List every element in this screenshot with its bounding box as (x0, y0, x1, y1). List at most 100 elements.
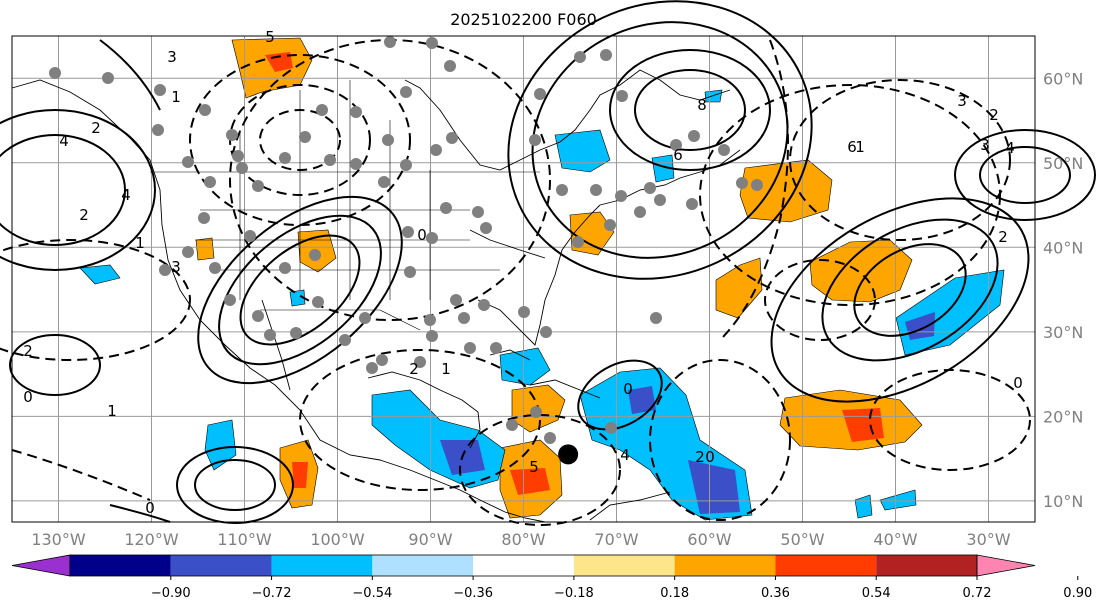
contour-label: 1 (441, 360, 451, 378)
station-dot (654, 194, 666, 206)
station-dot (404, 266, 416, 278)
station-dot (458, 312, 470, 324)
station-dot (199, 104, 211, 116)
station-dot (378, 176, 390, 188)
station-dot (604, 219, 616, 231)
negative-anomaly-patch (879, 489, 917, 511)
positive-anomaly-patch (809, 239, 913, 303)
station-dot (556, 184, 568, 196)
latitude-tick-label: 20°N (1043, 407, 1083, 426)
station-dot (472, 206, 484, 218)
station-dot (226, 129, 238, 141)
contour-label: 6 (847, 138, 857, 156)
station-dot (244, 230, 256, 242)
station-dot (312, 296, 324, 308)
station-dot (154, 84, 166, 96)
contour-label: 5 (529, 458, 539, 476)
positive-anomaly-patch (195, 237, 215, 261)
contour-label: 2 (998, 228, 1008, 246)
colorbar-segment (271, 555, 373, 576)
longitude-tick-labels: 130°W 120°W 110°W 100°W 90°W 80°W 70°W 60°W 50°W… (31, 530, 1010, 549)
longitude-tick-label: 50°W (780, 530, 824, 549)
contour-label: 0 (623, 380, 633, 398)
contour-label: 3 (171, 258, 181, 276)
station-dot (529, 134, 541, 146)
station-dot (634, 206, 646, 218)
plot-frame (11, 35, 1036, 523)
station-dot (430, 144, 442, 156)
colorbar-upper-extension (976, 554, 1036, 577)
station-dot (736, 177, 748, 189)
colorbar-segment (573, 555, 675, 576)
longitude-tick-label: 120°W (124, 530, 179, 549)
negative-contour-lines (0, 39, 1031, 526)
station-dot (518, 306, 530, 318)
colorbar-tick-label: −0.54 (352, 586, 392, 601)
station-dot (324, 154, 336, 166)
station-dot (530, 406, 542, 418)
colorbar-tick-label: −0.18 (554, 586, 594, 601)
longitude-tick-label: 80°W (501, 530, 545, 549)
contour-label: 6 (673, 146, 683, 164)
contour-label: 2 (79, 206, 89, 224)
colorbar-segment (372, 555, 474, 576)
station-dot (209, 262, 221, 274)
station-dot (252, 310, 264, 322)
colorbar-tick-label: −0.72 (252, 586, 292, 601)
positive-anomaly-patch (715, 257, 763, 319)
contour-label: 2 (409, 360, 419, 378)
station-dot (490, 342, 502, 354)
station-dot (534, 88, 546, 100)
contour-label: 0 (23, 388, 33, 406)
longitude-tick-label: 100°W (310, 530, 365, 549)
colorbar-tick-label: 0.90 (1063, 586, 1092, 601)
colorbar-frame (69, 554, 978, 577)
station-dot (102, 72, 114, 84)
station-dot (506, 419, 518, 431)
station-markers (49, 36, 763, 444)
contour-label: 3 (957, 92, 967, 110)
station-dot (264, 329, 276, 341)
station-dot (464, 342, 476, 354)
station-dot (426, 232, 438, 244)
colorbar-segment (170, 555, 272, 576)
contour-label: 3 (167, 48, 177, 66)
station-dot (290, 327, 302, 339)
station-dot (402, 226, 414, 238)
station-dot (400, 159, 412, 171)
station-dot (279, 152, 291, 164)
station-dot (350, 158, 362, 170)
colorbar-tick-label: 0.54 (862, 586, 891, 601)
station-dot (480, 222, 492, 234)
station-dot (590, 184, 602, 196)
contour-label: 0 (1013, 374, 1023, 392)
colorbar-segment (70, 555, 171, 576)
station-dot (450, 294, 462, 306)
station-dot (605, 422, 617, 434)
colorbar-tick-label: −0.36 (453, 586, 493, 601)
contour-label: 2 (91, 119, 101, 137)
station-dot (540, 326, 552, 338)
station-dot (236, 162, 248, 174)
station-dot (49, 67, 61, 79)
station-dot (650, 312, 662, 324)
contour-label: 5 (265, 28, 275, 46)
map-title: 2025102200 F060 (450, 10, 597, 29)
station-dot (572, 236, 584, 248)
contour-label: 1 (855, 138, 865, 156)
station-dot (440, 202, 452, 214)
contour-label: 0 (705, 448, 715, 466)
station-dot (198, 212, 210, 224)
contour-label: 4 (121, 186, 131, 204)
station-dot (426, 37, 438, 49)
colorbar-tick-label: −0.90 (151, 586, 191, 601)
station-dot (376, 354, 388, 366)
longitude-tick-label: 90°W (408, 530, 452, 549)
station-dot (350, 106, 362, 118)
strong-positive-patch (292, 462, 308, 488)
latitude-tick-label: 50°N (1043, 154, 1083, 173)
latitude-tick-label: 10°N (1043, 492, 1083, 511)
station-dot (686, 198, 698, 210)
strong-positive-patch (510, 468, 550, 495)
